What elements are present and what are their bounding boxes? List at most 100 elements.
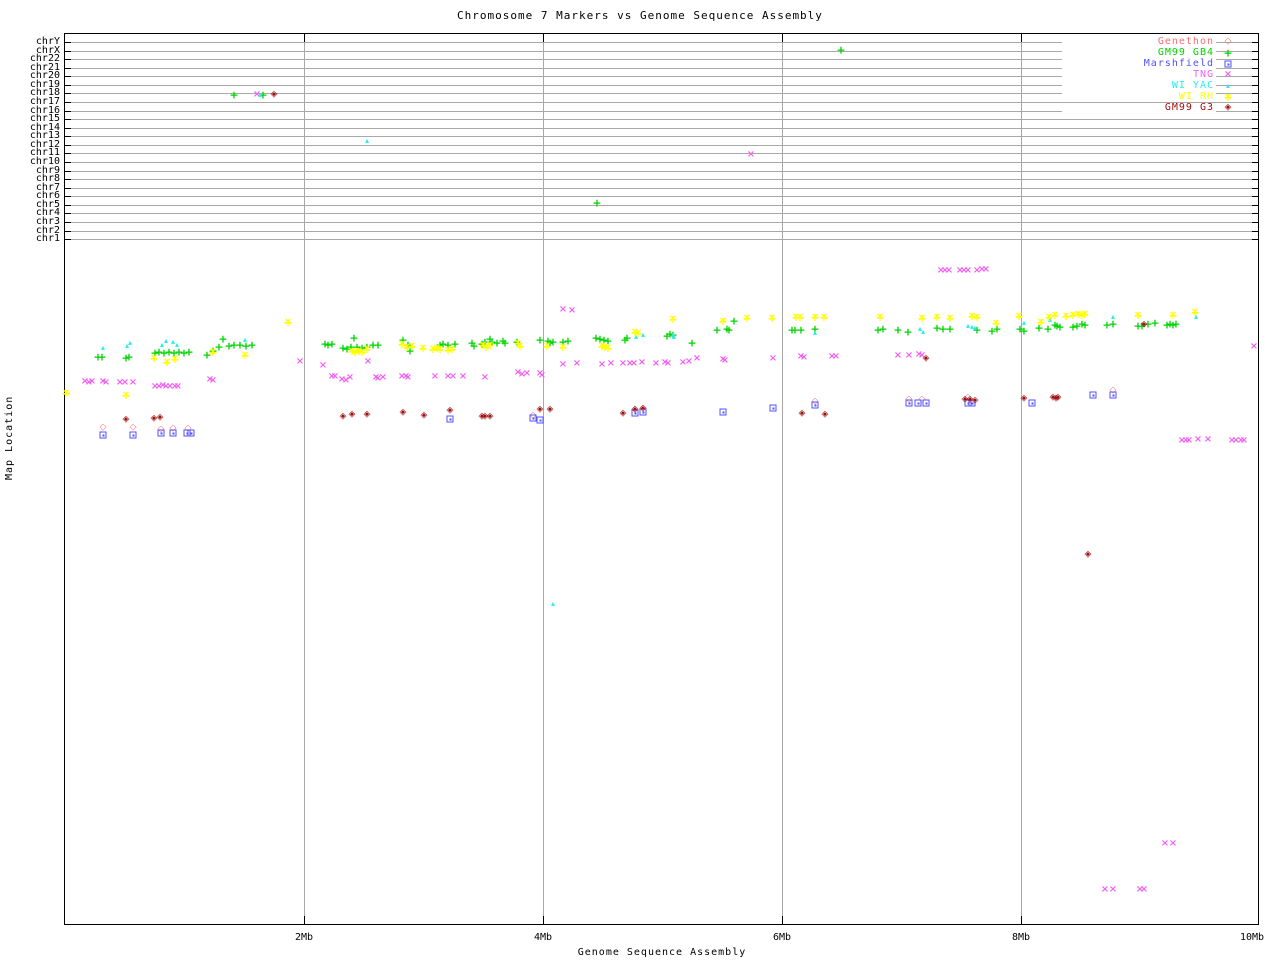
star-stroke: + bbox=[432, 341, 442, 355]
marker-tng: × bbox=[170, 381, 180, 392]
marker-tng: × bbox=[572, 358, 582, 369]
star-stroke: × bbox=[1080, 308, 1090, 319]
y-tick-label: chr17 bbox=[29, 96, 60, 107]
y-tick-label: chr13 bbox=[29, 130, 60, 141]
marker-gm99-g3: ◈ bbox=[156, 412, 164, 423]
star-stroke: × bbox=[1068, 309, 1078, 320]
marker-marshfield bbox=[157, 429, 165, 437]
marker-gm99-gb4: + bbox=[591, 331, 601, 345]
y-tick-left bbox=[65, 171, 71, 172]
star-stroke: + bbox=[1036, 315, 1046, 329]
marker-wi-rh: + × bbox=[633, 328, 644, 339]
marker-wi-rh: + × bbox=[718, 316, 729, 327]
star-stroke: + bbox=[61, 386, 71, 400]
marker-gm99-gb4: + bbox=[620, 333, 630, 347]
star-stroke: + bbox=[447, 342, 457, 356]
square-dot-center bbox=[132, 434, 135, 437]
x-tick-bottom bbox=[1021, 916, 1022, 924]
marker-wi-rh: + × bbox=[402, 342, 413, 353]
star-stroke: × bbox=[945, 312, 955, 323]
marker-gm99-gb4: + bbox=[327, 337, 337, 351]
marker-tng: × bbox=[799, 352, 809, 363]
y-tick-left bbox=[65, 59, 71, 60]
star-stroke: + bbox=[718, 314, 728, 328]
star-stroke: + bbox=[1190, 305, 1200, 319]
marker-gm99-gb4: + bbox=[992, 322, 1002, 336]
marker-marshfield bbox=[446, 415, 454, 423]
marker-marshfield bbox=[905, 399, 913, 407]
marker-tng: × bbox=[914, 349, 924, 360]
marker-wi-yac: ▴ bbox=[640, 330, 646, 339]
marker-wi-yac: ▴ bbox=[127, 338, 133, 347]
marker-wi-rh: + × bbox=[819, 312, 830, 323]
star-stroke: × bbox=[432, 342, 442, 353]
y-tick-left bbox=[65, 128, 71, 129]
marker-tng: × bbox=[959, 265, 969, 276]
marker-gm99-g3: ◈ bbox=[1052, 393, 1060, 404]
star-stroke: + bbox=[149, 351, 159, 365]
y-tick-label: chr4 bbox=[35, 207, 60, 218]
marker-wi-yac: ▴ bbox=[174, 340, 180, 349]
marker-wi-rh: + × bbox=[917, 313, 928, 324]
marker-gm99-gb4: + bbox=[722, 322, 732, 336]
marker-tng: × bbox=[205, 374, 215, 385]
y-tick-label: chr3 bbox=[35, 216, 60, 227]
marker-tng: × bbox=[977, 264, 987, 275]
marker-gm99-gb4: + bbox=[535, 333, 545, 347]
marker-marshfield bbox=[129, 431, 137, 439]
legend-marker: ◈ bbox=[1224, 102, 1232, 113]
marker-tng: × bbox=[963, 265, 973, 276]
star-stroke: + bbox=[795, 310, 805, 324]
marker-marshfield bbox=[1028, 399, 1036, 407]
marker-marshfield bbox=[1109, 391, 1117, 399]
star-stroke: × bbox=[350, 346, 360, 357]
marker-wi-rh: + × bbox=[1036, 317, 1047, 328]
marker-gm99-g3: ◈ bbox=[1020, 393, 1028, 404]
star-stroke: × bbox=[917, 312, 927, 323]
mb-gridline bbox=[543, 34, 544, 924]
legend-label: TNG bbox=[1062, 70, 1216, 80]
marker-tng: × bbox=[1203, 434, 1213, 445]
marker-tng: × bbox=[115, 377, 125, 388]
marker-gm99-g3: ◈ bbox=[150, 413, 158, 424]
plot-frame bbox=[64, 33, 1259, 925]
star-stroke: + bbox=[991, 316, 1001, 330]
y-tick-label: chr15 bbox=[29, 113, 60, 124]
y-tick-right bbox=[1252, 93, 1258, 94]
y-tick-right bbox=[1252, 188, 1258, 189]
star-stroke: + bbox=[972, 310, 982, 324]
marker-wi-rh: + × bbox=[481, 342, 492, 353]
y-tick-label: chr18 bbox=[29, 87, 60, 98]
y-tick-label: chr19 bbox=[29, 79, 60, 90]
marker-tng: × bbox=[831, 351, 841, 362]
marker-gm99-gb4: + bbox=[373, 338, 383, 352]
legend-marker: + bbox=[1223, 46, 1233, 60]
y-tick-right bbox=[1252, 51, 1258, 52]
marker-wi-rh: + × bbox=[1044, 312, 1055, 323]
marker-gm99-g3: ◈ bbox=[1084, 549, 1092, 560]
marker-wi-rh: + × bbox=[478, 340, 489, 351]
y-tick-label: chr6 bbox=[35, 190, 60, 201]
square-dot-center bbox=[449, 418, 452, 421]
marker-marshfield bbox=[811, 401, 819, 409]
marker-gm99-g3: ◈ bbox=[1054, 392, 1062, 403]
marker-gm99-g3: ◈ bbox=[922, 353, 930, 364]
y-tick-label: chr1 bbox=[35, 233, 60, 244]
y-tick-label: chr16 bbox=[29, 105, 60, 116]
marker-gm99-gb4: + bbox=[349, 331, 359, 345]
y-tick-label: chr7 bbox=[35, 182, 60, 193]
marker-gm99-gb4: + bbox=[873, 323, 883, 337]
star-stroke: × bbox=[240, 349, 250, 360]
star-stroke: × bbox=[1168, 309, 1178, 320]
star-stroke: × bbox=[542, 340, 552, 351]
marker-wi-rh: + × bbox=[485, 340, 496, 351]
marker-gm99-gb4: + bbox=[352, 340, 362, 354]
y-tick-right bbox=[1252, 222, 1258, 223]
marker-tng: × bbox=[944, 265, 954, 276]
marker-gm99-g3: ◈ bbox=[363, 409, 371, 420]
star-stroke: + bbox=[350, 345, 360, 359]
star-stroke: + bbox=[630, 325, 640, 339]
marker-gm99-gb4: + bbox=[97, 350, 107, 364]
legend-label: WI RH bbox=[1062, 92, 1216, 102]
marker-tng: × bbox=[904, 350, 914, 361]
